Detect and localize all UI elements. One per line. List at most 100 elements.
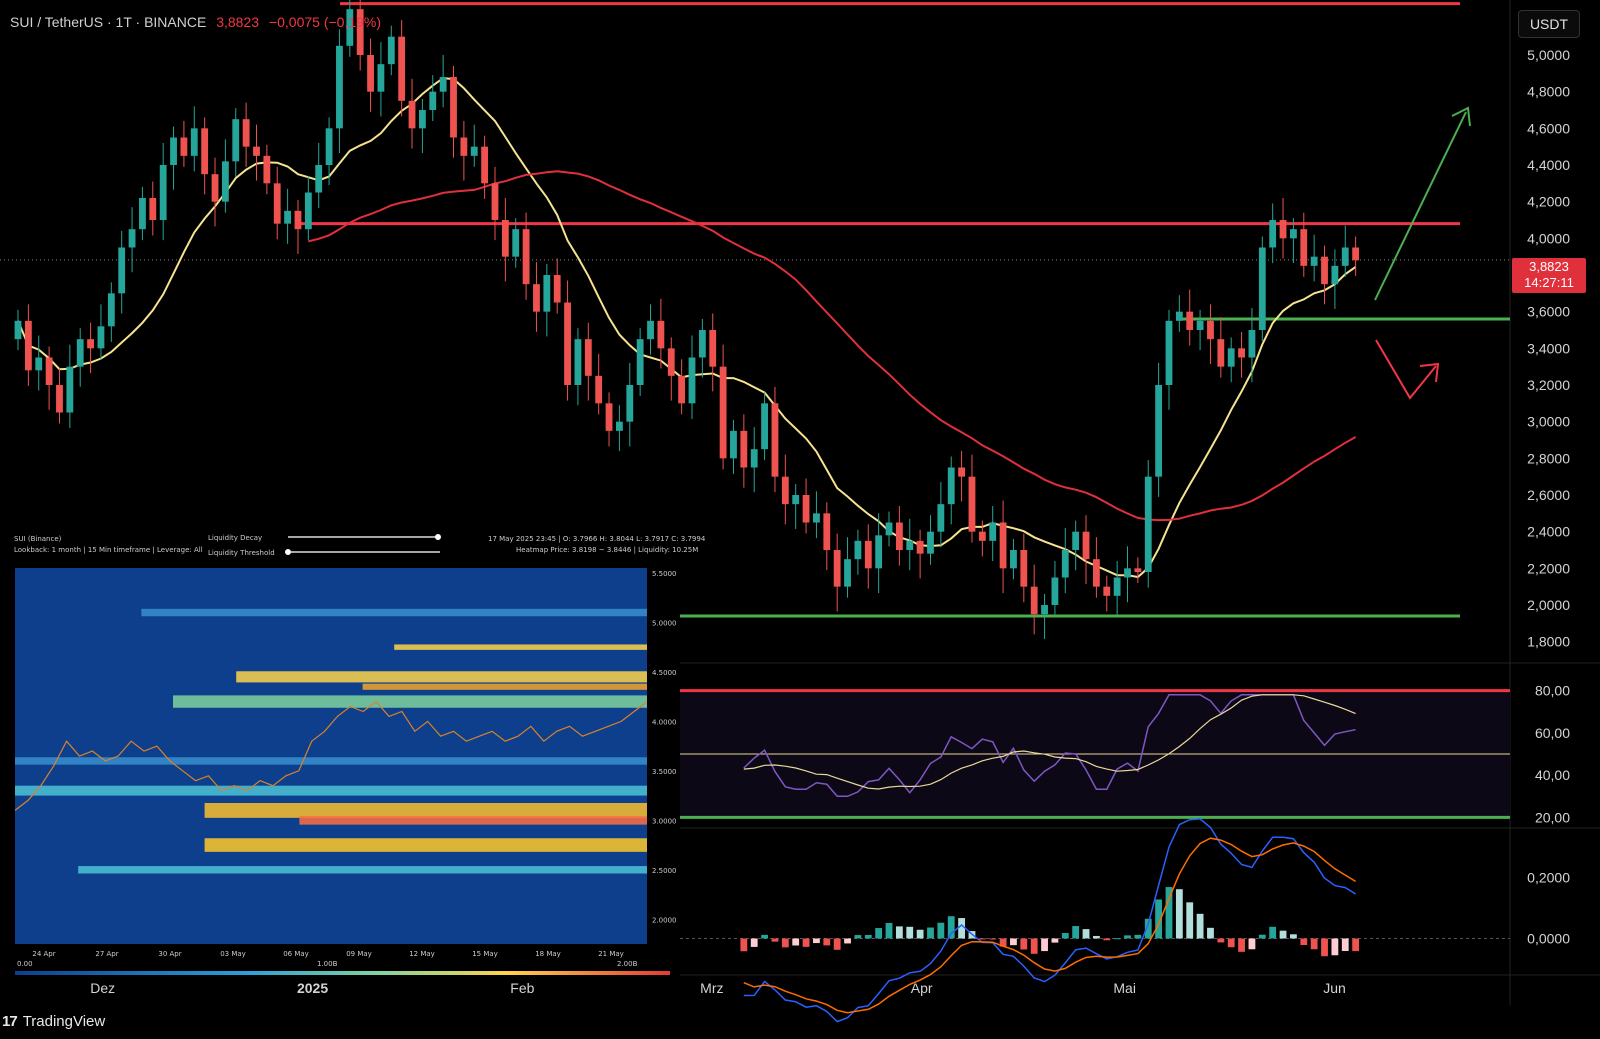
candle-up xyxy=(429,91,437,110)
heatmap-band xyxy=(173,695,647,708)
price-tick-label: 2,4000 xyxy=(1527,524,1570,540)
candle-down xyxy=(501,220,509,257)
candle-up xyxy=(97,326,105,349)
macd-histogram-bar xyxy=(802,938,810,947)
rsi-ma-line xyxy=(743,694,1356,790)
tradingview-logo[interactable]: 17 TradingView xyxy=(2,1013,105,1030)
heatmap-y-tick: 5.0000 xyxy=(652,619,677,627)
heatmap-band xyxy=(204,803,647,818)
candle-up xyxy=(35,357,43,371)
rsi-tick-label: 40,00 xyxy=(1535,767,1570,783)
candle-up xyxy=(1196,320,1204,330)
signal-line xyxy=(743,837,1356,1014)
currency-unit-button[interactable]: USDT xyxy=(1518,10,1580,38)
candle-up xyxy=(190,128,198,156)
macd-histogram-bar xyxy=(1165,887,1173,939)
time-tick-label: Jun xyxy=(1323,980,1346,996)
ma-200-line xyxy=(308,170,1357,522)
candle-down xyxy=(1238,348,1245,358)
time-axis[interactable]: Dez 2025 Feb Mrz Apr Mai Jun xyxy=(90,980,1345,996)
candle-down xyxy=(740,430,748,468)
price-tick-label: 1,8000 xyxy=(1527,634,1570,650)
candle-up xyxy=(107,293,115,327)
candle-up xyxy=(989,522,997,541)
candle-down xyxy=(263,155,271,184)
candle-down xyxy=(1300,229,1308,266)
candle-up xyxy=(418,110,426,129)
candle-down xyxy=(211,174,219,202)
bounce-arrow-head xyxy=(1419,362,1440,383)
time-tick-label: Dez xyxy=(90,980,115,996)
price-tick-label: 2,8000 xyxy=(1527,450,1570,466)
candle-up xyxy=(1124,568,1131,578)
macd-histogram-bar xyxy=(1113,938,1121,940)
candle-up xyxy=(1175,311,1183,321)
candle-up xyxy=(927,531,934,554)
macd-histogram-bar xyxy=(854,935,862,939)
macd-histogram-bar xyxy=(1269,926,1277,939)
time-tick-label: Apr xyxy=(911,980,933,996)
heatmap-y-tick: 3.5000 xyxy=(652,768,677,776)
current-price-label: 3,8823 14:27:11 xyxy=(1512,258,1586,293)
candle-up xyxy=(574,339,582,385)
price-tick-label: 3,6000 xyxy=(1527,304,1570,320)
heatmap-price-line xyxy=(14,700,648,811)
candle-down xyxy=(24,320,32,371)
candle-up xyxy=(1072,531,1080,550)
candle-down xyxy=(564,302,571,385)
macd-histogram-bar xyxy=(916,929,924,939)
macd-histogram-bar xyxy=(1341,938,1349,952)
macd-histogram-bar xyxy=(906,926,914,939)
candle-down xyxy=(1082,531,1090,560)
annotation-arrows xyxy=(1374,106,1471,400)
candle-up xyxy=(626,385,634,422)
candle-up xyxy=(14,320,22,340)
candle-up xyxy=(844,559,851,587)
symbol-title[interactable]: SUI / TetherUS · 1T · BINANCE xyxy=(10,14,207,30)
heatmap-x-tick: 18 May xyxy=(535,950,561,958)
candle-up xyxy=(118,247,126,294)
macd-histogram-bar xyxy=(978,938,986,940)
macd-histogram-bar xyxy=(833,938,841,950)
candle-up xyxy=(304,192,312,230)
candle-down xyxy=(709,330,717,367)
inset-info: Heatmap Price: 3.8198 ~ 3.8446 | Liquidi… xyxy=(516,546,698,554)
candle-down xyxy=(398,36,406,101)
macd-histogram-bar xyxy=(875,928,883,939)
candle-up xyxy=(346,9,354,46)
tradingview-logo-icon: 17 xyxy=(2,1013,18,1030)
candle-up xyxy=(647,320,654,340)
candle-up xyxy=(387,36,395,65)
candle-down xyxy=(605,403,613,431)
heatmap-x-tick: 15 May xyxy=(472,950,498,958)
price-axis[interactable]: 5,0000 4,8000 4,6000 4,4000 4,2000 4,0000 3,60… xyxy=(1527,47,1570,946)
candle-up xyxy=(906,540,914,550)
candle-down xyxy=(481,146,489,184)
heatmap-x-tick: 12 May xyxy=(409,950,435,958)
candle-up xyxy=(1341,247,1349,266)
heatmap-colorbar xyxy=(15,971,670,975)
macd-histogram-bar xyxy=(1134,934,1142,939)
candle-down xyxy=(253,146,260,156)
candle-down xyxy=(242,119,250,147)
macd-histogram-bar xyxy=(1144,918,1152,939)
candle-up xyxy=(854,540,862,560)
macd-histogram-bar xyxy=(1061,933,1069,939)
macd-histogram-bar xyxy=(792,938,800,946)
heatmap-y-tick: 4.5000 xyxy=(652,669,677,677)
time-tick-label: Mai xyxy=(1113,980,1136,996)
macd-tick-label: 0,2000 xyxy=(1527,870,1570,886)
heatmap-y-tick: 2.5000 xyxy=(652,867,677,875)
rsi-tick-label: 20,00 xyxy=(1535,809,1570,825)
inset-slider-knob xyxy=(435,534,441,540)
macd-histogram-bar xyxy=(1331,938,1339,956)
candle-up xyxy=(813,513,820,523)
inset-slider-label: Liquidity Decay xyxy=(208,534,262,542)
price-change: −0,0075 (−0,19%) xyxy=(268,14,382,30)
ma-50-line xyxy=(17,77,1357,579)
candle-up xyxy=(1290,229,1297,239)
heatmap-y-tick: 3.0000 xyxy=(652,817,677,825)
candle-down xyxy=(1134,568,1142,572)
candle-down xyxy=(823,513,831,550)
